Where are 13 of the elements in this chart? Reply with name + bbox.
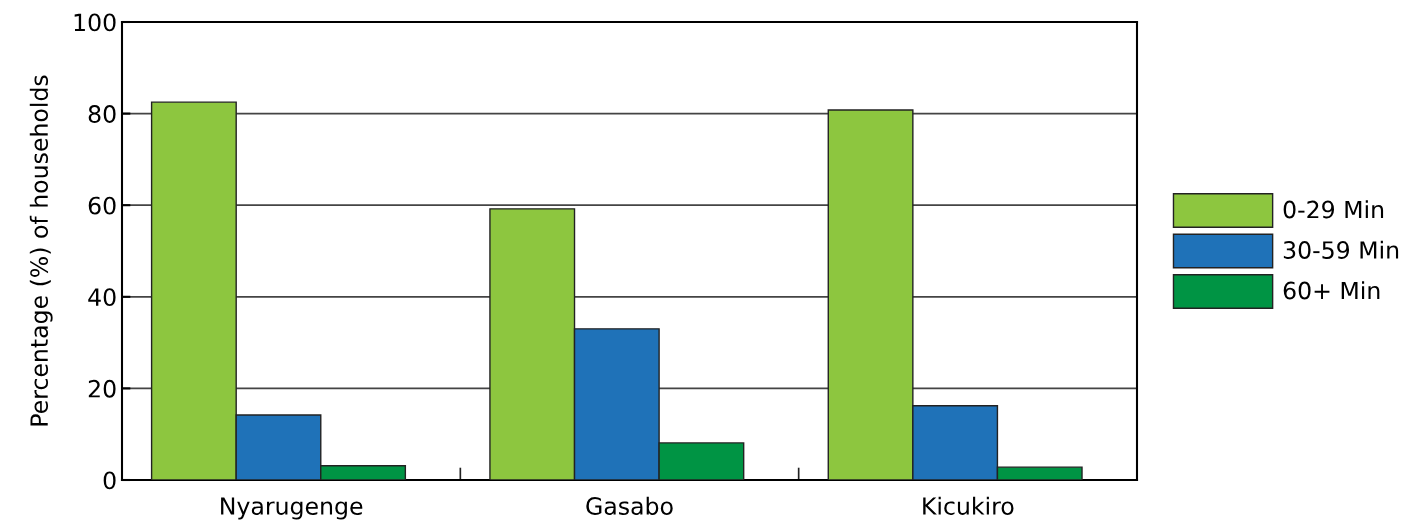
legend-label: 0-29 Min bbox=[1283, 200, 1384, 219]
legend-label: 30-59 Min bbox=[1283, 240, 1399, 259]
y-tick-label: 80 bbox=[88, 105, 116, 123]
y-axis-title: Percentage (%) of households bbox=[29, 75, 53, 426]
y-tick-label: 20 bbox=[88, 379, 116, 398]
x-tick-label: Nyarugenge bbox=[221, 497, 363, 520]
y-tick-label: 60 bbox=[88, 196, 116, 215]
legend-label: 60+ Min bbox=[1283, 281, 1380, 300]
y-tick-label: 100 bbox=[74, 13, 116, 32]
x-tick-label: Kicukiro bbox=[923, 496, 1014, 515]
x-tick-label: Gasabo bbox=[586, 496, 673, 515]
y-tick-label: 0 bbox=[103, 471, 116, 490]
y-tick-label: 40 bbox=[88, 288, 116, 307]
